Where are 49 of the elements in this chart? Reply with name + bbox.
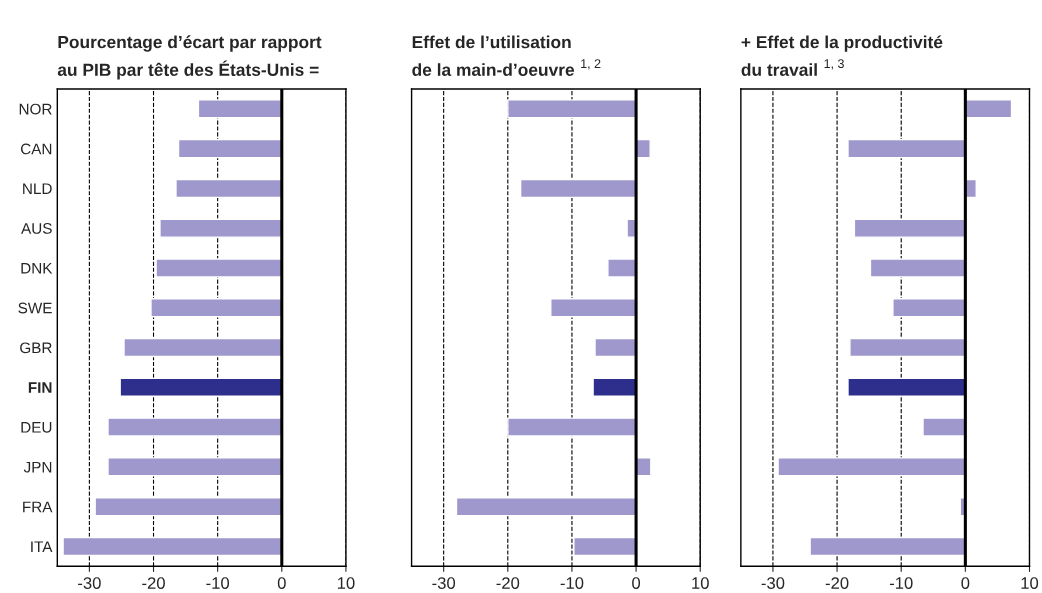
bar: [607, 258, 637, 278]
x-tick-label: -10: [560, 577, 584, 589]
x-tick-label: -20: [142, 577, 165, 589]
y-tick-label: AUS: [21, 223, 52, 234]
x-tick-label: 10: [337, 577, 355, 589]
bar: [964, 99, 1013, 119]
chart-title: Effet de l’utilisation de la main-d’oeuvre 1, 2: [412, 35, 601, 76]
y-tick-label: SWE: [18, 302, 52, 314]
bar: [507, 417, 637, 437]
y-tick-label: DNK: [21, 262, 53, 274]
y-tick-label: NLD: [23, 183, 52, 194]
y-tick-label: NOR: [19, 103, 52, 115]
bar: [777, 457, 967, 477]
x-tick-label: 0: [632, 577, 641, 589]
x-tick-label: -30: [761, 577, 785, 589]
x-tick-label: -30: [432, 577, 456, 589]
bar: [455, 496, 637, 517]
y-tick-label: FIN: [28, 382, 52, 393]
x-tick-label: 0: [277, 577, 286, 589]
bar: [592, 377, 637, 397]
bar: [507, 99, 637, 119]
bar: [847, 138, 967, 159]
bar: [809, 536, 967, 557]
x-tick-label: -10: [889, 577, 913, 589]
x-tick-label: 0: [961, 577, 970, 589]
y-tick-label: CAN: [20, 143, 52, 155]
y-tick-label: ITA: [31, 541, 53, 552]
y-tick-label: DEU: [21, 422, 52, 433]
x-tick-label: -20: [825, 577, 849, 589]
bar: [892, 298, 967, 318]
bar: [853, 218, 967, 238]
x-tick-label: -10: [206, 577, 230, 589]
y-tick-label: GBR: [20, 342, 52, 354]
x-tick-label: -30: [78, 577, 101, 589]
y-tick-label: JPN: [23, 461, 52, 473]
bar: [869, 258, 967, 278]
bar: [573, 536, 637, 557]
bar: [550, 298, 637, 318]
chart-title: + Effet de la productivité du travail 1, 3: [741, 35, 943, 76]
bar: [519, 178, 637, 199]
bar: [922, 417, 967, 437]
x-tick-label: -20: [496, 577, 520, 589]
bar: [847, 377, 967, 397]
x-tick-label: 10: [1021, 577, 1039, 589]
bar: [594, 337, 637, 358]
bar: [849, 337, 967, 358]
y-tick-label: FRA: [23, 501, 53, 513]
chart-title: Pourcentage d’écart par rapport au PIB par tête des États-Unis =: [57, 35, 322, 80]
x-tick-label: 10: [692, 577, 709, 589]
